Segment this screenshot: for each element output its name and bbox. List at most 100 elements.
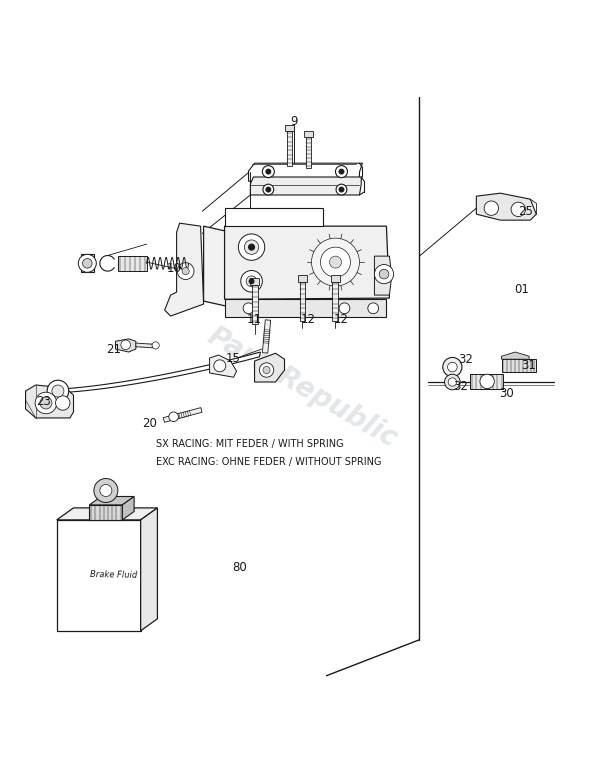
Text: SX RACING: MIT FEDER / WITH SPRING: SX RACING: MIT FEDER / WITH SPRING — [155, 439, 343, 449]
Polygon shape — [255, 353, 284, 382]
Text: 10: 10 — [166, 262, 181, 275]
Circle shape — [336, 184, 347, 195]
Circle shape — [263, 184, 273, 195]
Circle shape — [241, 271, 263, 292]
Polygon shape — [90, 505, 122, 520]
Polygon shape — [116, 339, 136, 352]
Polygon shape — [58, 352, 261, 393]
Circle shape — [445, 374, 460, 390]
Polygon shape — [224, 226, 390, 300]
Circle shape — [100, 255, 116, 271]
Text: 9: 9 — [290, 115, 297, 128]
Circle shape — [177, 263, 194, 279]
Polygon shape — [140, 508, 157, 631]
Circle shape — [238, 234, 265, 260]
Circle shape — [35, 392, 57, 414]
Polygon shape — [374, 256, 391, 295]
Polygon shape — [287, 131, 292, 165]
Circle shape — [260, 363, 273, 377]
Circle shape — [263, 165, 274, 178]
Circle shape — [379, 269, 389, 279]
Polygon shape — [204, 226, 231, 307]
Text: 32: 32 — [453, 380, 468, 393]
Polygon shape — [306, 137, 311, 168]
Polygon shape — [90, 497, 134, 505]
Circle shape — [330, 256, 341, 268]
Polygon shape — [470, 373, 503, 390]
Circle shape — [78, 255, 96, 272]
Circle shape — [121, 340, 131, 350]
Polygon shape — [224, 300, 387, 317]
Polygon shape — [224, 208, 324, 226]
Circle shape — [152, 342, 159, 349]
Polygon shape — [165, 223, 204, 316]
Text: 12: 12 — [334, 313, 349, 326]
Circle shape — [100, 484, 112, 497]
Circle shape — [266, 169, 270, 174]
Circle shape — [321, 247, 350, 277]
Polygon shape — [122, 497, 134, 520]
Polygon shape — [136, 343, 152, 348]
Text: 01: 01 — [514, 282, 529, 296]
Circle shape — [480, 374, 494, 389]
Polygon shape — [250, 177, 361, 195]
Text: Brake Fluid: Brake Fluid — [90, 570, 137, 580]
Text: 20: 20 — [142, 417, 157, 431]
Circle shape — [169, 412, 178, 421]
Polygon shape — [209, 355, 237, 377]
Circle shape — [448, 362, 457, 372]
Text: 15: 15 — [226, 352, 241, 365]
Circle shape — [312, 238, 359, 286]
Circle shape — [263, 366, 270, 373]
Text: 21: 21 — [106, 342, 121, 355]
Bar — [298, 275, 307, 282]
Polygon shape — [476, 193, 536, 220]
Text: 80: 80 — [232, 561, 247, 574]
Polygon shape — [25, 385, 74, 418]
Circle shape — [249, 244, 255, 250]
Polygon shape — [333, 282, 338, 320]
Text: 30: 30 — [499, 387, 514, 400]
Circle shape — [339, 303, 350, 314]
Bar — [250, 278, 260, 285]
Text: 12: 12 — [301, 313, 316, 326]
Text: 31: 31 — [522, 359, 537, 372]
Polygon shape — [57, 520, 140, 631]
Circle shape — [52, 385, 64, 397]
Circle shape — [47, 380, 69, 402]
Circle shape — [511, 203, 526, 217]
Polygon shape — [118, 256, 146, 271]
Circle shape — [56, 396, 70, 411]
Text: EXC RACING: OHNE FEDER / WITHOUT SPRING: EXC RACING: OHNE FEDER / WITHOUT SPRING — [155, 457, 381, 467]
Circle shape — [82, 258, 92, 268]
Circle shape — [243, 303, 254, 314]
Circle shape — [249, 279, 254, 284]
Circle shape — [339, 187, 344, 192]
Bar — [285, 125, 293, 131]
Polygon shape — [249, 163, 362, 181]
Polygon shape — [502, 352, 529, 359]
Polygon shape — [163, 407, 202, 422]
Circle shape — [339, 169, 344, 174]
Circle shape — [335, 165, 347, 178]
Circle shape — [214, 360, 226, 372]
Circle shape — [244, 240, 259, 255]
Bar — [331, 275, 340, 282]
Text: PartsRepublic: PartsRepublic — [203, 322, 402, 454]
Circle shape — [448, 378, 457, 386]
Polygon shape — [80, 255, 94, 272]
Polygon shape — [502, 359, 536, 372]
Text: 23: 23 — [36, 395, 51, 407]
Circle shape — [182, 268, 189, 275]
Circle shape — [246, 276, 257, 286]
Text: 25: 25 — [518, 205, 533, 217]
Circle shape — [374, 265, 394, 284]
Text: 32: 32 — [458, 353, 473, 366]
Circle shape — [40, 397, 52, 409]
Polygon shape — [57, 508, 157, 520]
Polygon shape — [299, 282, 306, 320]
Polygon shape — [252, 285, 258, 324]
Text: 11: 11 — [247, 313, 262, 326]
Circle shape — [443, 358, 462, 376]
Circle shape — [484, 201, 499, 216]
